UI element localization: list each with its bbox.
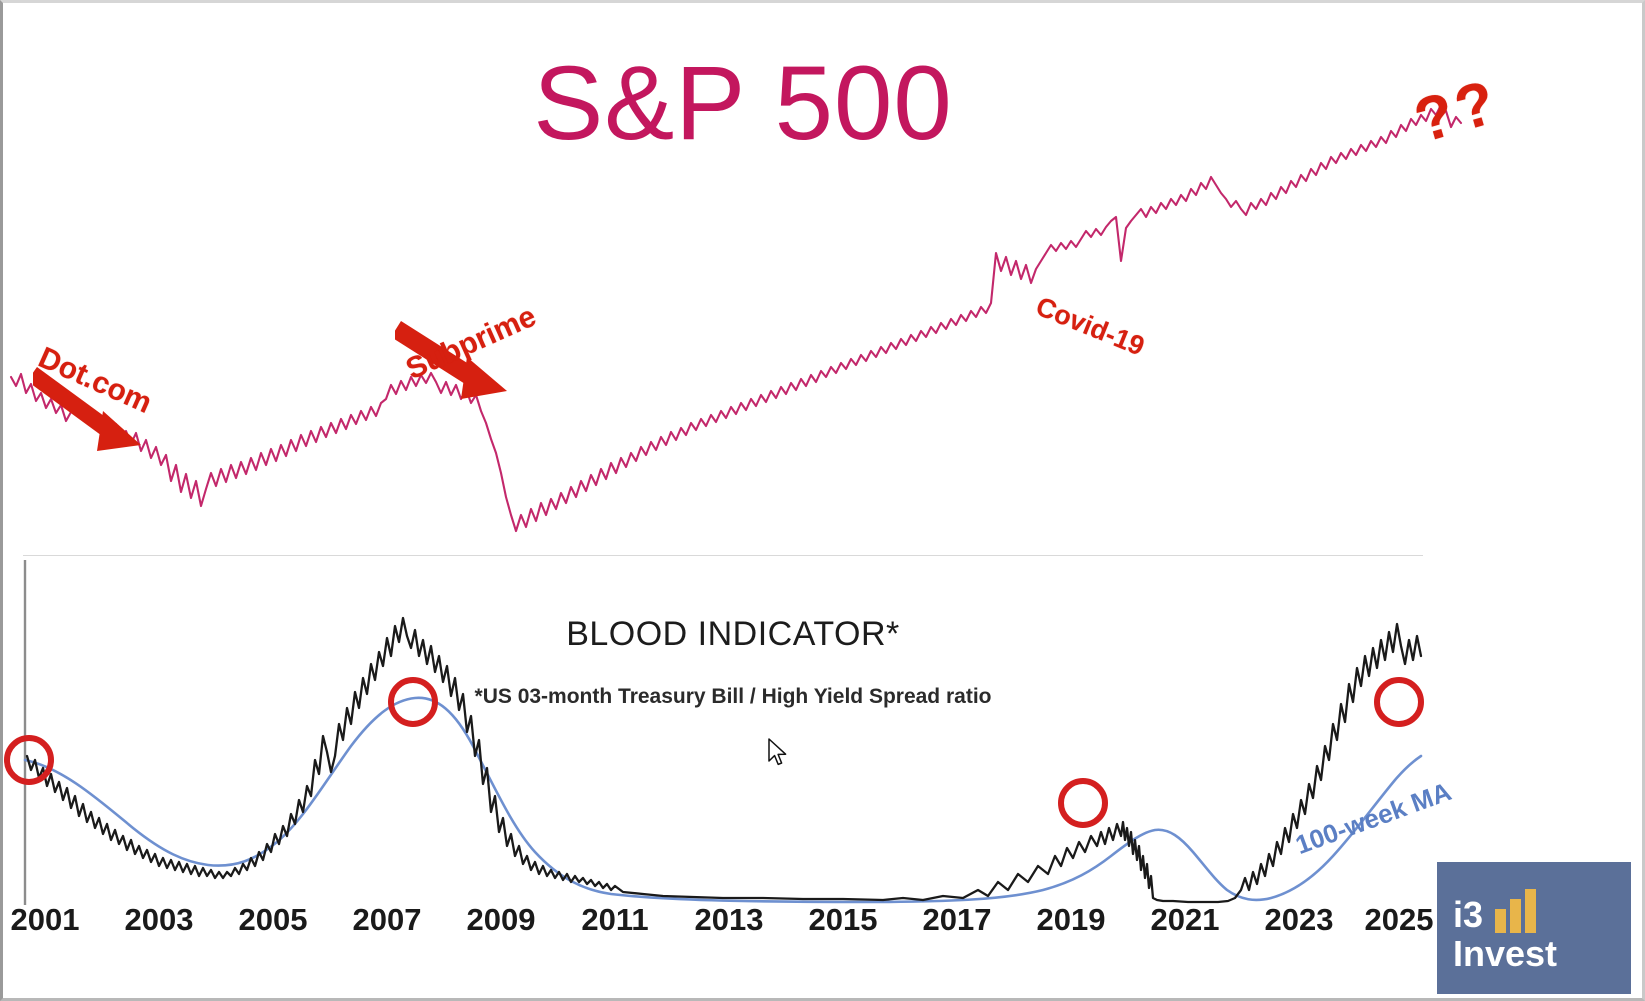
- crossover-marker-2007: [388, 677, 438, 727]
- bar-chart-icon: [1495, 889, 1537, 934]
- subprime-arrow: [395, 321, 507, 399]
- x-tick-2013: 2013: [694, 902, 764, 937]
- x-tick-2015: 2015: [808, 902, 878, 937]
- panel-divider: [23, 555, 1423, 556]
- x-tick-2009: 2009: [466, 902, 536, 937]
- sp500-panel: S&P 500 Dot.com Subprime Covid-19 ??: [3, 3, 1642, 573]
- blood-indicator-panel: BLOOD INDICATOR* *US 03-month Treasury B…: [3, 560, 1642, 998]
- sp500-chart: [9, 103, 1463, 533]
- x-axis: 2001 2003 2005 2007 2009 2011 2013 2015 …: [3, 902, 1642, 954]
- x-tick-2007: 2007: [352, 902, 422, 937]
- x-tick-2011: 2011: [581, 902, 649, 937]
- i3-invest-logo: i3 Invest: [1437, 862, 1631, 994]
- blood-indicator-subtitle: *US 03-month Treasury Bill / High Yield …: [474, 685, 992, 708]
- x-tick-2021: 2021: [1150, 902, 1220, 937]
- x-tick-2003: 2003: [124, 902, 194, 937]
- indicator-line: [25, 616, 1423, 904]
- page-title: S&P 500: [533, 45, 953, 162]
- x-tick-2001: 2001: [10, 902, 80, 937]
- crossover-marker-2019: [1058, 778, 1108, 828]
- sp500-line: [9, 103, 1463, 533]
- blood-indicator-title: BLOOD INDICATOR*: [566, 615, 900, 653]
- logo-i3-text: i3: [1453, 894, 1484, 936]
- logo-top-row: i3: [1453, 883, 1631, 936]
- logo-invest-text: Invest: [1453, 933, 1558, 975]
- x-tick-2005: 2005: [238, 902, 308, 937]
- ma-line: [23, 696, 1423, 904]
- dotcom-arrow: [33, 367, 141, 451]
- x-tick-2023: 2023: [1264, 902, 1334, 937]
- crossover-marker-2001: [4, 735, 54, 785]
- crossover-marker-2025: [1374, 677, 1424, 727]
- x-tick-2025: 2025: [1364, 902, 1434, 937]
- x-tick-2019: 2019: [1036, 902, 1106, 937]
- x-tick-2017: 2017: [922, 902, 992, 937]
- blood-indicator-chart: [4, 560, 1424, 905]
